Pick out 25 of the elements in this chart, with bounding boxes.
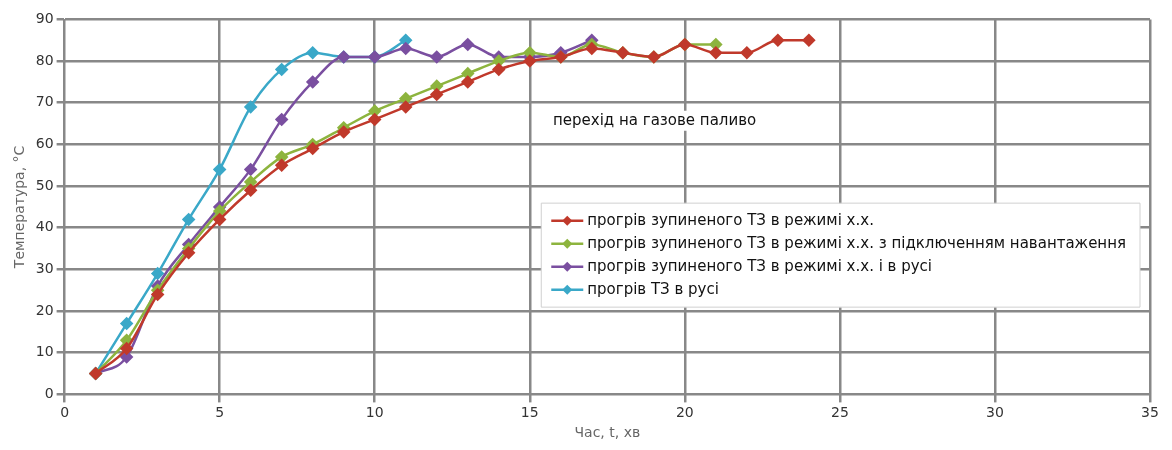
annotation: перехід на газове паливо bbox=[553, 110, 757, 129]
legend-label: прогрів ТЗ в русі bbox=[587, 279, 719, 298]
y-tick-label: 60 bbox=[35, 135, 54, 152]
y-tick-label: 0 bbox=[44, 385, 54, 402]
y-tick-label: 90 bbox=[35, 10, 54, 27]
y-tick-label: 10 bbox=[35, 343, 54, 360]
x-tick-label: 0 bbox=[60, 404, 70, 421]
x-axis-title: Час, t, хв bbox=[574, 424, 641, 441]
x-tick-label: 15 bbox=[520, 404, 539, 421]
legend-label: прогрів зупиненого ТЗ в режимі х.х. і в русі bbox=[587, 256, 933, 275]
x-tick-label: 30 bbox=[986, 404, 1004, 421]
y-tick-label: 80 bbox=[35, 51, 54, 68]
y-tick-label: 50 bbox=[35, 176, 54, 193]
y-tick-label: 20 bbox=[35, 301, 54, 318]
legend-label: прогрів зупиненого ТЗ в режимі х.х. з підключенням навантаження bbox=[587, 233, 1127, 252]
y-tick-label: 30 bbox=[35, 260, 54, 277]
y-tick-label: 40 bbox=[35, 218, 54, 235]
legend-label: прогрів зупиненого ТЗ в режимі х.х. bbox=[587, 210, 874, 229]
x-tick-label: 5 bbox=[215, 404, 225, 421]
y-tick-label: 70 bbox=[35, 93, 54, 110]
x-tick-label: 35 bbox=[1141, 404, 1159, 421]
x-tick-label: 10 bbox=[365, 404, 384, 421]
y-axis-title: Температура, °С bbox=[11, 145, 28, 270]
x-tick-label: 20 bbox=[675, 404, 694, 421]
x-tick-label: 25 bbox=[830, 404, 849, 421]
